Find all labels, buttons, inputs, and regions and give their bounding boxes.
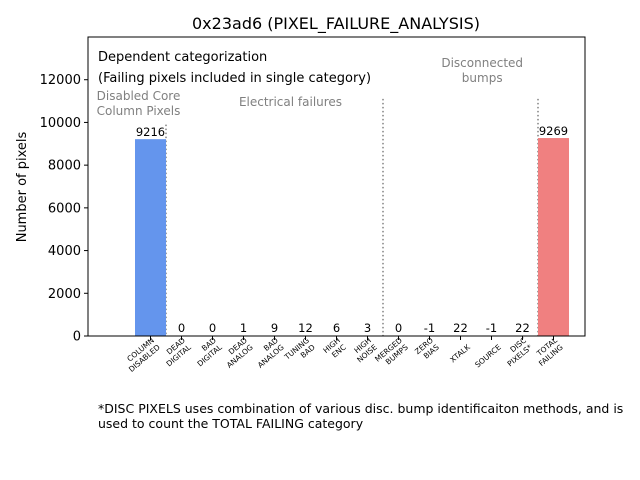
y-axis: 0 2000 4000 6000 8000 10000 12000 — [40, 73, 88, 345]
x-tick-label-5: TUNINGBAD — [282, 336, 317, 369]
legend-text: Dependent categorization (Failing pixels … — [98, 50, 371, 86]
section-label-1: Electrical failures — [239, 95, 342, 109]
bar-value-label-7: 3 — [364, 321, 371, 335]
bar-value-label-10: 22 — [453, 321, 468, 335]
legend-line-0: Dependent categorization — [98, 50, 267, 65]
bar-value-label-5: 12 — [298, 321, 313, 335]
bar-value-label-12: 22 — [515, 321, 530, 335]
x-tick-label-10: XTALK — [448, 342, 472, 365]
bar-value-label-2: 0 — [209, 321, 216, 335]
x-tick-label-1: DEADDIGITAL — [159, 335, 194, 368]
section-label-2: Disconnected bumps — [441, 56, 523, 85]
bar-value-label-4: 9 — [271, 321, 278, 335]
x-tick-label-12: DISCPIXELS* — [500, 336, 534, 369]
y-axis-label: Number of pixels — [15, 131, 30, 242]
x-tick-label-6: HIGHENC — [321, 336, 347, 362]
bar-value-label-8: 0 — [395, 321, 402, 335]
y-tick-label: 10000 — [40, 116, 81, 131]
x-tick-label-8: MERGEDBUMPS — [373, 336, 410, 371]
x-tick-label-11: SOURCE — [473, 342, 503, 369]
x-tick-label-13: TOTALFAILING — [531, 335, 565, 368]
y-tick-label: 2000 — [48, 287, 81, 302]
y-tick-label: 6000 — [48, 201, 81, 216]
x-tick-label-0: COLUMNDISABLED — [121, 336, 162, 374]
y-tick-label: 4000 — [48, 244, 81, 259]
bar-13 — [538, 138, 569, 336]
plot-frame — [87, 36, 586, 337]
y-tick-label: 0 — [73, 330, 81, 345]
bars-group — [135, 138, 569, 337]
bar-value-label-11: -1 — [486, 321, 497, 335]
x-axis: COLUMNDISABLED DEADDIGITAL BADDIGITAL DEADA… — [121, 335, 565, 374]
chart-title: 0x23ad6 (PIXEL_FAILURE_ANALYSIS) — [192, 14, 480, 34]
bar-value-label-0: 9216 — [136, 125, 165, 139]
section-separators — [165, 98, 539, 336]
x-tick-label-7: HIGHNOISE — [349, 336, 379, 365]
bar-value-label-13: 9269 — [539, 124, 568, 138]
bar-value-label-1: 0 — [178, 321, 185, 335]
x-tick-label-4: BADANALOG — [250, 336, 286, 370]
x-tick-label-9: ZEROBIAS — [413, 336, 441, 363]
footnote: *DISC PIXELS uses combination of various… — [98, 401, 624, 431]
bar-value-label-6: 6 — [333, 321, 340, 335]
x-tick-label-2: BADDIGITAL — [190, 335, 225, 368]
legend-line-1: (Failing pixels included in single categ… — [98, 71, 371, 86]
y-tick-label: 12000 — [40, 73, 81, 88]
y-tick-label: 8000 — [48, 159, 81, 174]
section-labels: Disabled Core Column Pixels Electrical fai… — [97, 56, 523, 118]
bar-value-label-3: 1 — [240, 321, 247, 335]
x-tick-label-3: DEADANALOG — [219, 336, 255, 370]
bar-value-labels: 9216 0 0 1 9 12 6 3 0 -1 22 -1 22 9269 — [136, 124, 568, 335]
bar-0 — [135, 139, 166, 336]
section-label-0: Disabled Core Column Pixels — [97, 89, 181, 118]
bar-value-label-9: -1 — [424, 321, 435, 335]
